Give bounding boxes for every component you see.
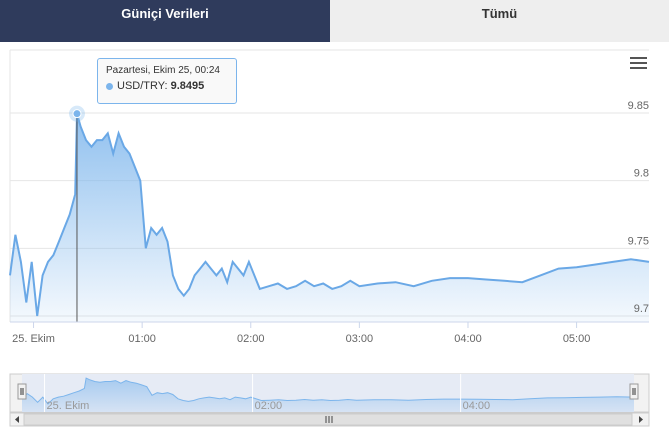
y-tick-label: 9.85 <box>628 100 649 112</box>
hover-point[interactable] <box>72 109 82 119</box>
tooltip-date: Pazartesi, Ekim 25, 00:24 <box>106 65 220 76</box>
tooltip-series: USD/TRY <box>117 80 165 92</box>
navigator-tick-label: 04:00 <box>463 400 491 412</box>
scroll-right-arrow-icon[interactable] <box>639 416 643 423</box>
navigator-area <box>22 378 634 412</box>
x-tick-label: 03:00 <box>346 333 374 345</box>
x-tick-label: 25. Ekim <box>12 333 55 345</box>
y-tick-label: 9.7 <box>634 303 649 315</box>
x-tick-label: 02:00 <box>237 333 265 345</box>
hamburger-menu-icon[interactable] <box>630 57 647 70</box>
chart-container: 9.7 9.75 9.8 9.85 25. Ekim 01:00 02:00 03:00 04:… <box>0 42 669 427</box>
navigator-handle-left[interactable] <box>17 383 27 400</box>
series-area <box>10 113 649 322</box>
tab-all[interactable]: Tümü <box>330 0 669 42</box>
scroll-left-arrow-icon[interactable] <box>15 416 19 423</box>
x-tick-label: 04:00 <box>454 333 482 345</box>
y-tick-label: 9.75 <box>628 235 649 247</box>
tooltip-value: 9.8495 <box>170 80 205 92</box>
navigator-tick-label: 25. Ekim <box>47 400 90 412</box>
tab-intraday[interactable]: Güniçi Verileri <box>0 0 330 42</box>
series-dot-icon <box>106 82 113 90</box>
navigator-line <box>21 377 635 405</box>
y-tick-label: 9.8 <box>634 168 649 180</box>
price-chart[interactable]: 9.7 9.75 9.8 9.85 25. Ekim 01:00 02:00 03:00 04:… <box>0 42 669 427</box>
scrollbar-thumb[interactable] <box>23 413 633 426</box>
navigator-handle-right[interactable] <box>629 383 639 400</box>
navigator-tick-label: 02:00 <box>255 400 283 412</box>
tooltip: Pazartesi, Ekim 25, 00:24 USD/TRY: 9.849… <box>97 58 237 104</box>
series-line <box>9 113 650 317</box>
x-tick-label: 05:00 <box>563 333 591 345</box>
x-tick-label: 01:00 <box>128 333 156 345</box>
tab-bar: Güniçi Verileri Tümü <box>0 0 669 42</box>
